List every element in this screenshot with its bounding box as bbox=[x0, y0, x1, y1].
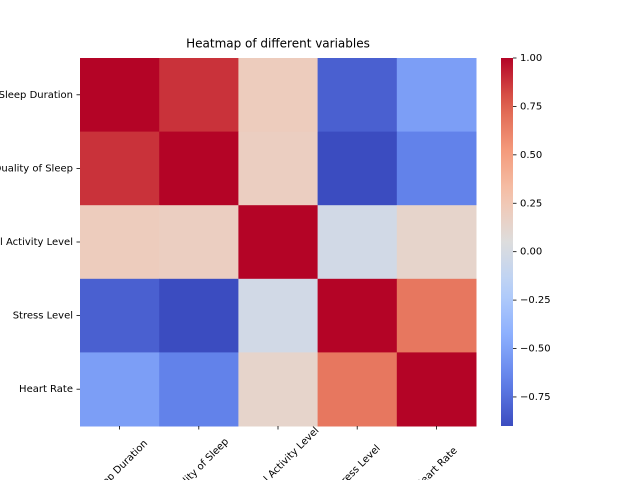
colorbar-tick-label: 0.50 bbox=[520, 150, 542, 161]
y-tick-label: Stress Level bbox=[13, 311, 73, 322]
y-tick-label: Heart Rate bbox=[19, 384, 73, 395]
x-tick-label: Physical Activity Level bbox=[235, 425, 321, 480]
heatmap-cell bbox=[396, 58, 477, 133]
heatmap-cell bbox=[238, 131, 319, 206]
heatmap-cell bbox=[317, 131, 398, 206]
heatmap-cell bbox=[238, 278, 319, 353]
heatmap-cell bbox=[238, 58, 319, 133]
chart-title: Heatmap of different variables bbox=[186, 37, 370, 51]
colorbar-tick-label: −0.50 bbox=[520, 344, 551, 355]
colorbar-tick-label: 0.75 bbox=[520, 101, 542, 112]
colorbar-tick-label: −0.25 bbox=[520, 295, 551, 306]
x-tick-label: Quality of Sleep bbox=[167, 436, 231, 480]
heatmap-cell bbox=[396, 131, 477, 206]
heatmap-cell bbox=[80, 352, 160, 427]
y-tick-label: Quality of Sleep bbox=[0, 163, 73, 174]
heatmap-cell bbox=[317, 278, 398, 353]
heatmap-cell bbox=[238, 205, 319, 280]
heatmap-cell bbox=[396, 278, 477, 353]
y-tick-label: Sleep Duration bbox=[0, 90, 73, 101]
heatmap-cell bbox=[159, 352, 239, 427]
heatmap-cell bbox=[80, 205, 160, 280]
heatmap-cell bbox=[80, 278, 160, 353]
heatmap-cell bbox=[80, 58, 160, 133]
heatmap-cell bbox=[238, 352, 319, 427]
colorbar-tick-label: 0.00 bbox=[520, 247, 542, 258]
heatmap-cell bbox=[317, 352, 398, 427]
heatmap-cell bbox=[317, 205, 398, 280]
colorbar bbox=[501, 58, 513, 426]
heatmap-cell bbox=[396, 352, 477, 427]
heatmap-cell bbox=[396, 205, 477, 280]
colorbar-tick-label: −0.75 bbox=[520, 392, 551, 403]
heatmap-cell bbox=[317, 58, 398, 133]
heatmap-cell bbox=[159, 205, 239, 280]
y-tick-label: Physical Activity Level bbox=[0, 237, 73, 248]
heatmap-cell bbox=[159, 58, 239, 133]
x-tick-label: Heart Rate bbox=[414, 445, 460, 480]
colorbar-tick-label: 0.25 bbox=[520, 198, 542, 209]
heatmap-cell bbox=[80, 131, 160, 206]
x-tick-label: Sleep Duration bbox=[90, 438, 150, 480]
heatmap-cell bbox=[159, 278, 239, 353]
x-tick-label: Stress Level bbox=[332, 443, 382, 480]
colorbar-tick-label: 1.00 bbox=[520, 53, 542, 64]
heatmap-cell bbox=[159, 131, 239, 206]
